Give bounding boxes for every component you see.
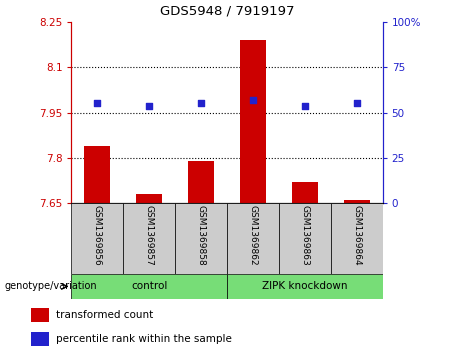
Bar [331, 203, 383, 274]
Bar [31, 308, 49, 322]
Bar [292, 182, 318, 203]
Point [301, 103, 308, 109]
Bar [240, 40, 266, 203]
Text: ZIPK knockdown: ZIPK knockdown [262, 281, 348, 291]
Bar [188, 161, 214, 203]
Bar [136, 194, 162, 203]
Bar [344, 200, 370, 203]
Text: GSM1369857: GSM1369857 [145, 205, 154, 266]
Bar [227, 203, 279, 274]
Bar [227, 274, 383, 299]
Bar [71, 203, 124, 274]
Point [249, 98, 257, 103]
Bar [31, 332, 49, 346]
Text: percentile rank within the sample: percentile rank within the sample [55, 334, 231, 344]
Point [197, 101, 205, 106]
Title: GDS5948 / 7919197: GDS5948 / 7919197 [160, 5, 294, 18]
Bar [279, 203, 331, 274]
Point [353, 101, 361, 106]
Text: GSM1369856: GSM1369856 [93, 205, 102, 266]
Point [94, 101, 101, 106]
Bar [175, 203, 227, 274]
Text: transformed count: transformed count [55, 310, 153, 320]
Bar [124, 203, 175, 274]
Text: GSM1369863: GSM1369863 [300, 205, 309, 266]
Point [146, 103, 153, 109]
Text: GSM1369858: GSM1369858 [196, 205, 206, 266]
Text: genotype/variation: genotype/variation [5, 281, 97, 291]
Text: GSM1369862: GSM1369862 [248, 205, 258, 266]
Bar [71, 274, 227, 299]
Bar [84, 146, 110, 203]
Text: control: control [131, 281, 167, 291]
Text: GSM1369864: GSM1369864 [352, 205, 361, 266]
